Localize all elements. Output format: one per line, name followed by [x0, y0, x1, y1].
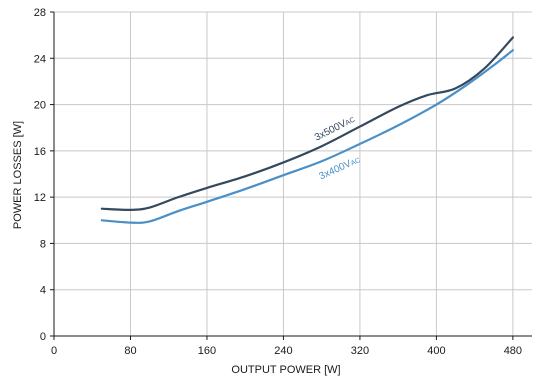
y-tick-label: 28 — [34, 7, 46, 19]
series-line-1 — [100, 36, 514, 211]
series-label-main: 3x500V — [313, 118, 348, 143]
y-axis-title: POWER LOSSES [W] — [12, 121, 24, 229]
x-axis-title: OUTPUT POWER [W] — [231, 364, 340, 376]
series-label-2: 3x400VAC — [318, 154, 362, 182]
x-tick-label: 0 — [51, 345, 57, 357]
x-tick-label: 160 — [198, 345, 216, 357]
y-tick-label: 4 — [40, 285, 46, 297]
series-label-subscript: AC — [344, 116, 356, 127]
x-tick-label: 80 — [124, 345, 136, 357]
series-line-2 — [100, 49, 514, 224]
x-tick-label: 400 — [427, 345, 445, 357]
series-layer — [100, 36, 514, 224]
x-tick-label: 480 — [504, 345, 522, 357]
y-tick-label: 20 — [34, 100, 46, 112]
y-tick-label: 24 — [34, 53, 46, 65]
y-tick-label: 0 — [40, 331, 46, 343]
axes: 0 4 8 12 16 20 24 28 0 80 160 240 320 400 480 — [34, 7, 532, 357]
x-tick-label: 240 — [274, 345, 292, 357]
y-tick-label: 8 — [40, 238, 46, 250]
y-tick-label: 16 — [34, 146, 46, 158]
grid — [54, 11, 532, 336]
series-label-subscript: AC — [350, 157, 362, 167]
y-tick-label: 12 — [34, 192, 46, 204]
x-tick-label: 320 — [351, 345, 369, 357]
